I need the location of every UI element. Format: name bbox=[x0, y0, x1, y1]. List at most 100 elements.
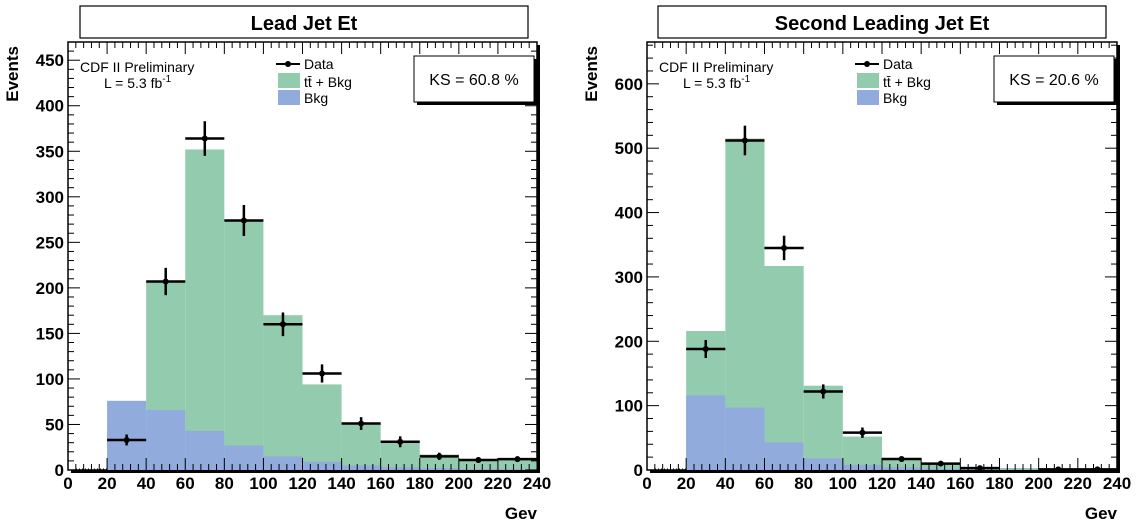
chart-title: Lead Jet Et bbox=[251, 13, 358, 35]
x-tick-label: 0 bbox=[642, 474, 651, 493]
bkg-bar bbox=[842, 464, 882, 470]
lumi-label: L = 5.3 fb-1 bbox=[683, 74, 751, 91]
bkg-bar bbox=[458, 469, 498, 470]
legend-signal-label: tt̄ + Bkg bbox=[883, 74, 931, 90]
y-tick-label: 150 bbox=[36, 324, 64, 343]
y-tick-label: 350 bbox=[36, 142, 64, 161]
bkg-bar bbox=[341, 465, 381, 470]
bkg-bar bbox=[419, 468, 459, 470]
ks-box bbox=[993, 55, 1115, 103]
bkg-bar bbox=[224, 445, 264, 470]
bkg-bar bbox=[185, 430, 225, 470]
x-tick-label: 0 bbox=[63, 474, 72, 493]
signal-bar bbox=[185, 149, 225, 470]
signal-bar bbox=[224, 219, 264, 470]
legend-data-marker bbox=[864, 61, 870, 67]
y-tick-label: 0 bbox=[634, 461, 643, 480]
data-point bbox=[781, 244, 788, 251]
x-tick-label: 20 bbox=[677, 474, 696, 493]
y-axis-title: Events bbox=[582, 46, 601, 102]
signal-bar bbox=[803, 385, 843, 470]
x-tick-label: 60 bbox=[176, 474, 195, 493]
ks-box bbox=[413, 55, 535, 103]
legend-signal-label: tt̄ + Bkg bbox=[304, 74, 352, 90]
legend-bkg-swatch bbox=[278, 90, 300, 105]
chart-title: Second Leading Jet Et bbox=[775, 13, 990, 35]
x-tick-label: 180 bbox=[985, 474, 1013, 493]
y-tick-label: 50 bbox=[45, 415, 64, 434]
y-tick-label: 600 bbox=[615, 75, 643, 94]
data-point bbox=[397, 438, 404, 445]
experiment-label: CDF II Preliminary bbox=[659, 59, 773, 75]
data-point bbox=[358, 420, 365, 427]
panel-1: Lead Jet Et 0 20 40 60 80 100 120 140 160 180 200 22… bbox=[3, 5, 551, 523]
x-tick-label: 160 bbox=[366, 474, 394, 493]
bkg-bar bbox=[146, 409, 186, 470]
bkg-bar bbox=[882, 467, 922, 470]
y-tick-label: 250 bbox=[36, 233, 64, 252]
panel-2: Second Leading Jet Et 0 20 40 60 80 100 120 140 1… bbox=[582, 5, 1131, 523]
bkg-bar bbox=[999, 469, 1039, 470]
x-tick-label: 40 bbox=[716, 474, 735, 493]
lumi-exponent: -1 bbox=[741, 74, 750, 85]
data-point bbox=[279, 321, 286, 328]
signal-bar bbox=[764, 265, 804, 470]
y-axis-title: Events bbox=[3, 46, 22, 102]
y-tick-label: 200 bbox=[36, 279, 64, 298]
legend-data-label: Data bbox=[883, 56, 913, 72]
x-tick-label: 200 bbox=[445, 474, 473, 493]
y-tick-label: 500 bbox=[615, 139, 643, 158]
bkg-bar bbox=[380, 467, 420, 470]
bkg-bar bbox=[921, 468, 961, 470]
bkg-bar bbox=[686, 395, 726, 470]
signal-bar bbox=[999, 468, 1039, 470]
legend-signal-swatch bbox=[278, 73, 300, 88]
legend-data-marker bbox=[285, 61, 291, 67]
signal-bar bbox=[341, 423, 381, 470]
signal-bar bbox=[302, 384, 342, 470]
data-point bbox=[859, 429, 866, 436]
bkg-bar bbox=[764, 442, 804, 470]
y-tick-label: 400 bbox=[36, 97, 64, 116]
bkg-bar bbox=[263, 456, 303, 470]
x-tick-label: 200 bbox=[1024, 474, 1052, 493]
bkg-bar bbox=[725, 407, 765, 470]
legend-bkg-label: Bkg bbox=[883, 90, 907, 106]
x-tick-label: 80 bbox=[215, 474, 234, 493]
x-tick-label: 60 bbox=[755, 474, 774, 493]
y-tick-label: 0 bbox=[55, 461, 64, 480]
legend-data-label: Data bbox=[304, 56, 334, 72]
bkg-bar bbox=[803, 458, 843, 470]
x-tick-label: 100 bbox=[829, 474, 857, 493]
data-point bbox=[514, 456, 521, 463]
x-tick-label: 140 bbox=[327, 474, 355, 493]
data-point bbox=[240, 217, 247, 224]
x-tick-label: 100 bbox=[249, 474, 277, 493]
data-point bbox=[436, 453, 443, 460]
x-tick-label: 140 bbox=[907, 474, 935, 493]
data-point bbox=[1094, 466, 1101, 473]
data-point bbox=[976, 465, 983, 472]
y-tick-label: 100 bbox=[36, 370, 64, 389]
legend-signal-swatch bbox=[857, 73, 879, 88]
legend-bkg-swatch bbox=[857, 90, 879, 105]
data-point bbox=[937, 460, 944, 467]
signal-bar bbox=[882, 458, 922, 470]
signal-bar bbox=[842, 436, 882, 470]
data-point bbox=[898, 456, 905, 463]
x-tick-label: 120 bbox=[288, 474, 316, 493]
y-tick-label: 300 bbox=[615, 268, 643, 287]
x-tick-label: 220 bbox=[1064, 474, 1092, 493]
x-tick-label: 240 bbox=[1103, 474, 1131, 493]
lumi-exponent: -1 bbox=[162, 74, 171, 85]
y-tick-label: 100 bbox=[615, 397, 643, 416]
data-point bbox=[123, 436, 130, 443]
x-axis-title: Gev bbox=[1085, 504, 1118, 523]
bkg-bar bbox=[497, 469, 537, 470]
bkg-bar bbox=[302, 461, 342, 470]
title-box bbox=[657, 5, 1107, 39]
x-axis-title: Gev bbox=[505, 504, 538, 523]
x-tick-label: 220 bbox=[484, 474, 512, 493]
y-tick-label: 450 bbox=[36, 51, 64, 70]
